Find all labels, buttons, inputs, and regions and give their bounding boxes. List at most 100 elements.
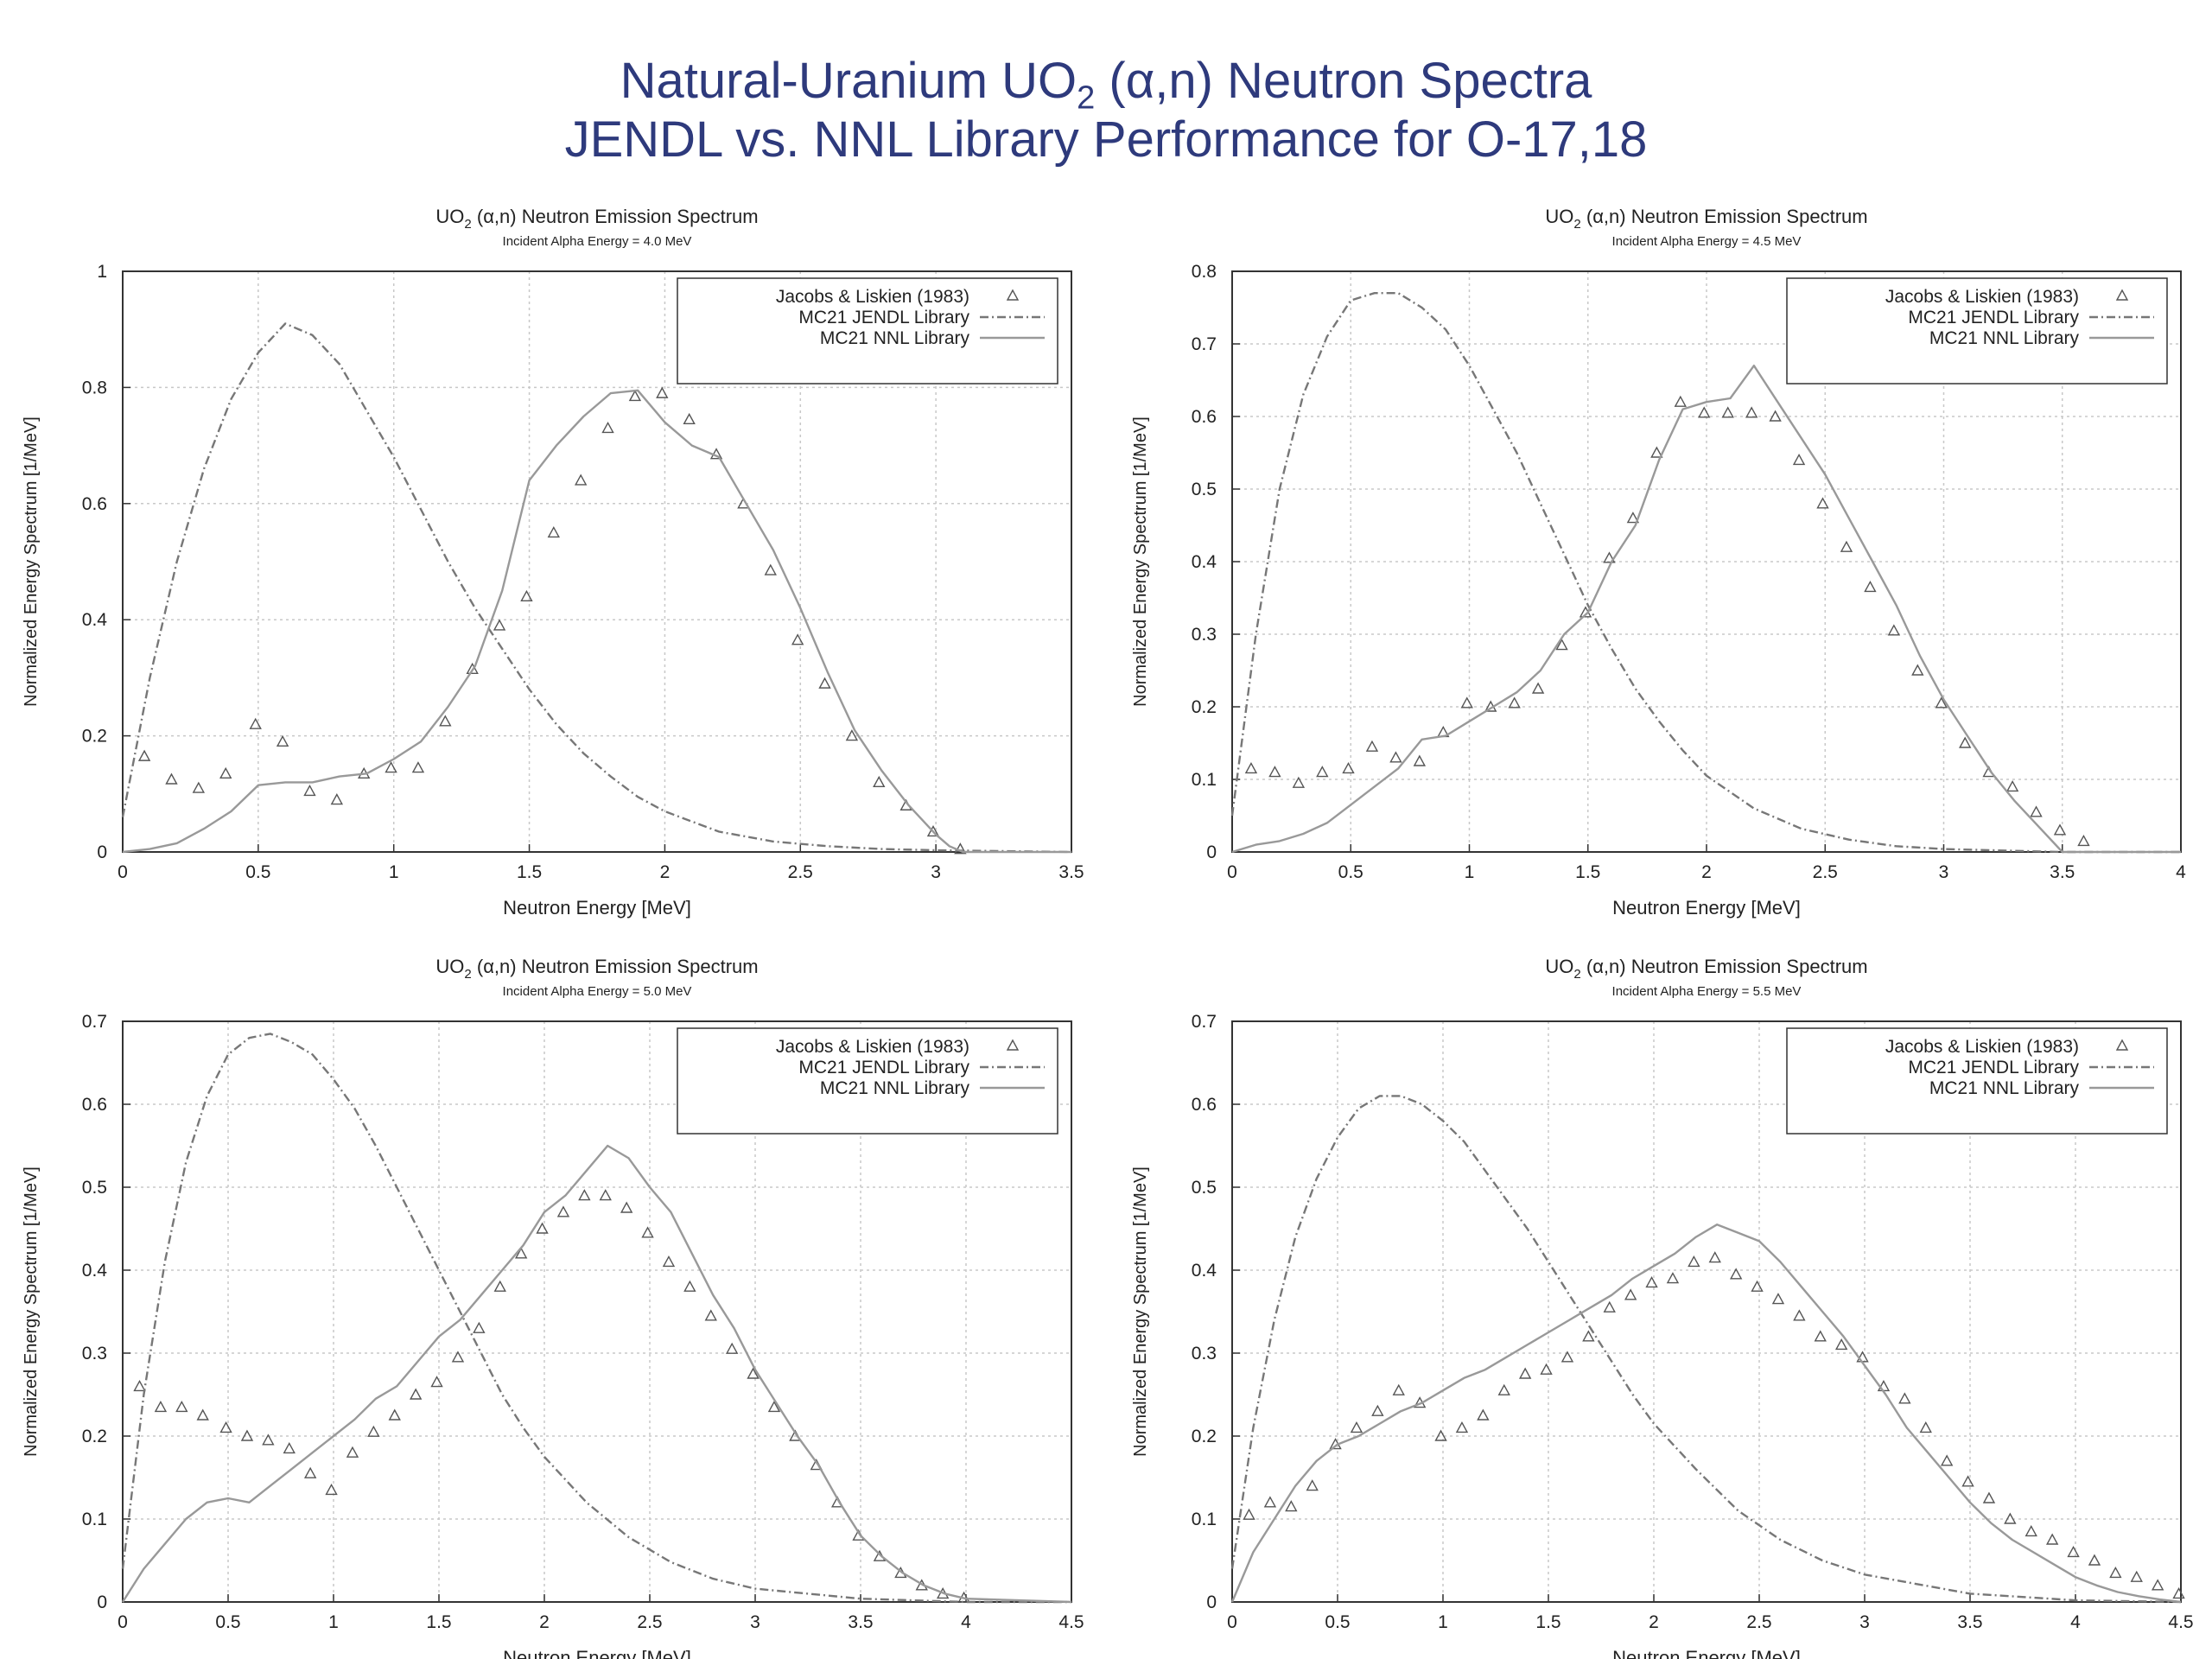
data-point-jacobs-liskien	[466, 662, 479, 675]
x-tick-label: 0	[118, 862, 128, 882]
x-tick-label: 3	[1939, 862, 1949, 882]
y-axis-label: Normalized Energy Spectrum [1/MeV]	[22, 416, 41, 707]
data-point-jacobs-liskien	[747, 1367, 760, 1379]
y-tick-label: 0.7	[82, 1012, 107, 1032]
data-point-jacobs-liskien	[303, 784, 316, 797]
x-tick-label: 1	[389, 862, 399, 882]
data-point-jacobs-liskien	[547, 525, 560, 538]
x-tick-label: 1	[1438, 1612, 1448, 1632]
data-point-jacobs-liskien	[1624, 1288, 1637, 1300]
y-axis-label: Normalized Energy Spectrum [1/MeV]	[1131, 416, 1150, 707]
chart-title-text-tail: (α,n) Neutron Emission Spectrum	[472, 206, 759, 227]
data-point-jacobs-liskien	[1834, 1338, 1848, 1351]
y-axis-label: Normalized Energy Spectrum [1/MeV]	[1131, 1166, 1150, 1457]
x-axis-label: Neutron Energy [MeV]	[503, 897, 691, 918]
data-point-jacobs-liskien	[1497, 1383, 1510, 1395]
x-tick-label: 4	[961, 1612, 971, 1632]
data-point-jacobs-liskien	[599, 1189, 612, 1201]
data-point-jacobs-liskien	[556, 1205, 570, 1217]
chart-subtitle: Incident Alpha Energy = 4.0 MeV	[503, 234, 692, 249]
data-point-jacobs-liskien	[601, 421, 614, 434]
chart-title: UO2 (α,n) Neutron Emission Spectrum	[435, 956, 758, 982]
x-tick-label: 3.5	[2050, 862, 2075, 882]
data-point-jacobs-liskien	[1316, 766, 1329, 778]
data-point-jacobs-liskien	[240, 1429, 254, 1441]
data-point-jacobs-liskien	[2130, 1570, 2143, 1582]
data-point-jacobs-liskien	[165, 772, 178, 785]
data-point-jacobs-liskien	[411, 761, 425, 773]
y-tick-label: 0.6	[82, 1095, 107, 1115]
x-tick-label: 3	[931, 862, 941, 882]
data-point-jacobs-liskien	[1771, 1293, 1785, 1305]
x-axis-label: Neutron Energy [MeV]	[1612, 897, 1801, 918]
data-point-jacobs-liskien	[1508, 696, 1521, 709]
data-point-jacobs-liskien	[325, 1483, 338, 1496]
legend-box	[677, 277, 1058, 385]
data-point-jacobs-liskien	[1940, 1454, 1954, 1466]
legend-label: MC21 NNL Library	[820, 1078, 970, 1098]
data-point-jacobs-liskien	[1306, 1479, 1319, 1491]
data-point-jacobs-liskien	[2172, 1586, 2185, 1599]
data-point-jacobs-liskien	[1560, 1351, 1574, 1363]
chart-title-text: UO	[1545, 956, 1573, 977]
data-point-jacobs-liskien	[1887, 624, 1901, 636]
data-point-jacobs-liskien	[1745, 406, 1758, 418]
y-tick-label: 0.3	[1192, 1344, 1217, 1363]
x-tick-label: 2	[539, 1612, 550, 1632]
chart-title-text-tail: (α,n) Neutron Emission Spectrum	[1581, 956, 1868, 977]
legend: Jacobs & Liskien (1983)MC21 JENDL Librar…	[677, 277, 1058, 385]
slide-title-line1: Natural-Uranium UO2 (α,n) Neutron Spectr…	[0, 52, 2212, 115]
data-point-jacobs-liskien	[1911, 664, 1924, 676]
y-tick-label: 0.4	[82, 610, 108, 630]
data-point-jacobs-liskien	[1626, 512, 1640, 524]
data-point-jacobs-liskien	[662, 1255, 676, 1268]
y-tick-label: 0.6	[1192, 407, 1217, 427]
x-tick-label: 3.5	[848, 1612, 873, 1632]
data-point-jacobs-liskien	[1263, 1496, 1277, 1508]
data-point-jacobs-liskien	[1540, 1363, 1553, 1375]
data-point-jacobs-liskien	[1674, 395, 1687, 407]
data-point-jacobs-liskien	[2077, 834, 2090, 847]
legend-label: MC21 JENDL Library	[798, 308, 969, 327]
chart-title-text: UO	[435, 206, 464, 227]
x-tick-label: 2	[1649, 1612, 1659, 1632]
x-tick-label: 3.5	[1058, 862, 1084, 882]
data-point-jacobs-liskien	[439, 715, 452, 727]
data-point-jacobs-liskien	[219, 766, 232, 779]
series-line-nnl	[122, 389, 1071, 854]
slide-header: Natural-Uranium UO2 (α,n) Neutron Spectr…	[0, 52, 2212, 169]
data-point-jacobs-liskien	[1898, 1392, 1911, 1404]
data-point-jacobs-liskien	[1365, 740, 1379, 752]
series-line-nnl	[1231, 365, 2181, 854]
data-point-jacobs-liskien	[303, 1466, 317, 1478]
legend-box	[1786, 1027, 2168, 1135]
data-point-jacobs-liskien	[1285, 1500, 1298, 1512]
data-point-jacobs-liskien	[536, 1222, 549, 1234]
x-tick-label: 0.5	[1325, 1612, 1350, 1632]
data-point-jacobs-liskien	[2088, 1554, 2101, 1566]
data-point-jacobs-liskien	[620, 1201, 633, 1213]
data-point-jacobs-liskien	[520, 589, 533, 602]
data-point-jacobs-liskien	[1477, 1408, 1490, 1421]
y-tick-label: 0.4	[1192, 1261, 1217, 1281]
chart-panel-2: UO2 (α,n) Neutron Emission SpectrumIncid…	[1131, 206, 2186, 918]
x-tick-label: 0	[1227, 862, 1237, 882]
data-point-jacobs-liskien	[2067, 1545, 2080, 1558]
x-tick-label: 2	[1701, 862, 1712, 882]
data-point-jacobs-liskien	[1729, 1268, 1743, 1280]
legend-label: Jacobs & Liskien (1983)	[776, 1037, 969, 1057]
data-point-jacobs-liskien	[2109, 1566, 2122, 1579]
data-point-jacobs-liskien	[1666, 1272, 1680, 1284]
data-point-jacobs-liskien	[219, 1421, 232, 1433]
data-point-jacobs-liskien	[641, 1226, 654, 1238]
x-tick-label: 4	[2070, 1612, 2081, 1632]
data-point-jacobs-liskien	[1698, 406, 1711, 418]
data-point-jacobs-liskien	[1603, 1300, 1616, 1313]
x-tick-label: 0.5	[245, 862, 270, 882]
data-point-jacobs-liskien	[1708, 1251, 1721, 1263]
data-point-jacobs-liskien	[725, 1342, 739, 1354]
data-point-jacobs-liskien	[1751, 1280, 1764, 1292]
y-tick-label: 0.4	[1192, 552, 1217, 572]
data-point-jacobs-liskien	[1268, 766, 1281, 778]
